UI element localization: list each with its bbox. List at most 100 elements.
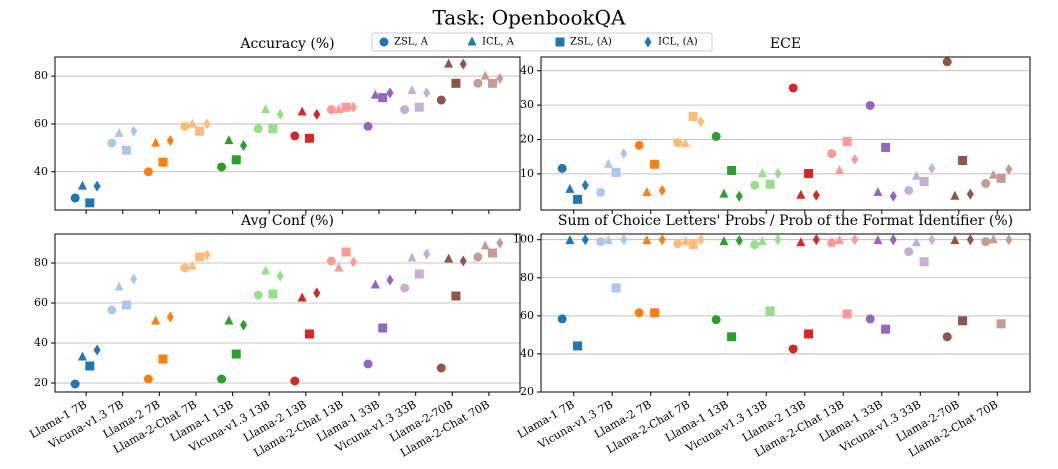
point — [180, 121, 190, 131]
point — [928, 162, 936, 174]
point — [881, 324, 891, 334]
y-tick-label: 80 — [34, 69, 48, 82]
point — [904, 185, 914, 195]
point — [121, 145, 131, 155]
panel-title: Accuracy (%) — [239, 36, 334, 52]
y-tick-label: 40 — [520, 347, 534, 360]
point — [697, 234, 705, 246]
y-tick-label: 20 — [520, 385, 534, 398]
point — [363, 121, 373, 131]
point — [757, 236, 767, 246]
point — [231, 349, 241, 359]
legend-marker — [467, 36, 477, 46]
legend-marker — [379, 37, 389, 47]
point — [217, 374, 227, 384]
point — [349, 256, 357, 268]
point — [774, 234, 782, 246]
point — [873, 186, 883, 196]
point — [240, 319, 248, 331]
axes-frame — [540, 233, 1031, 393]
point — [981, 179, 991, 189]
point — [727, 165, 737, 175]
y-tick-label: 10 — [520, 167, 534, 180]
point — [650, 159, 660, 169]
point — [873, 235, 883, 245]
point — [950, 235, 960, 245]
point — [757, 168, 767, 178]
point — [688, 240, 698, 250]
point — [386, 274, 394, 286]
point — [966, 188, 974, 200]
point — [911, 170, 921, 180]
point — [642, 186, 652, 196]
point — [596, 237, 606, 247]
point — [711, 315, 721, 325]
point — [996, 173, 1006, 183]
point — [658, 234, 666, 246]
y-tick-label: 80 — [34, 256, 48, 269]
point — [620, 148, 628, 160]
point — [414, 269, 424, 279]
point — [423, 248, 431, 260]
point — [673, 239, 683, 249]
point — [919, 257, 929, 267]
legend-label: ZSL, A — [394, 37, 429, 48]
panel-title: ECE — [770, 36, 801, 52]
point — [688, 111, 698, 121]
point — [842, 309, 852, 319]
point — [988, 169, 998, 179]
point — [750, 240, 760, 250]
point — [276, 270, 284, 282]
axes-frame — [54, 56, 521, 211]
point — [774, 168, 782, 180]
axes-frame — [54, 233, 521, 393]
point — [804, 169, 814, 179]
point — [988, 234, 998, 244]
y-tick-label: 30 — [520, 98, 534, 111]
point — [304, 133, 314, 143]
point — [85, 361, 95, 371]
point — [735, 235, 743, 247]
point — [581, 234, 589, 246]
point — [827, 149, 837, 159]
point — [224, 315, 234, 325]
point — [480, 240, 490, 250]
point — [488, 248, 498, 258]
point — [130, 125, 138, 137]
point — [620, 234, 628, 246]
point — [459, 58, 467, 70]
point — [480, 70, 490, 80]
point — [130, 273, 138, 285]
figure-title: Task: OpenbookQA — [433, 6, 627, 30]
point — [942, 332, 952, 342]
point — [143, 167, 153, 177]
point — [297, 106, 307, 116]
point — [634, 308, 644, 318]
point — [719, 188, 729, 198]
point — [451, 291, 461, 301]
point — [735, 190, 743, 202]
point — [834, 164, 844, 174]
point — [834, 235, 844, 245]
point — [414, 102, 424, 112]
point — [928, 234, 936, 246]
point — [473, 252, 483, 262]
legend-marker — [555, 37, 565, 47]
point — [378, 323, 388, 333]
point — [942, 57, 952, 67]
point — [804, 329, 814, 339]
point — [217, 162, 227, 172]
y-tick-label: 40 — [520, 64, 534, 77]
point — [224, 135, 234, 145]
point — [904, 247, 914, 257]
y-tick-label: 80 — [520, 271, 534, 284]
point — [276, 108, 284, 120]
point — [203, 249, 211, 261]
point — [297, 292, 307, 302]
point — [889, 190, 897, 202]
point — [680, 236, 690, 246]
point — [565, 235, 575, 245]
point — [727, 332, 737, 342]
point — [1005, 234, 1013, 246]
